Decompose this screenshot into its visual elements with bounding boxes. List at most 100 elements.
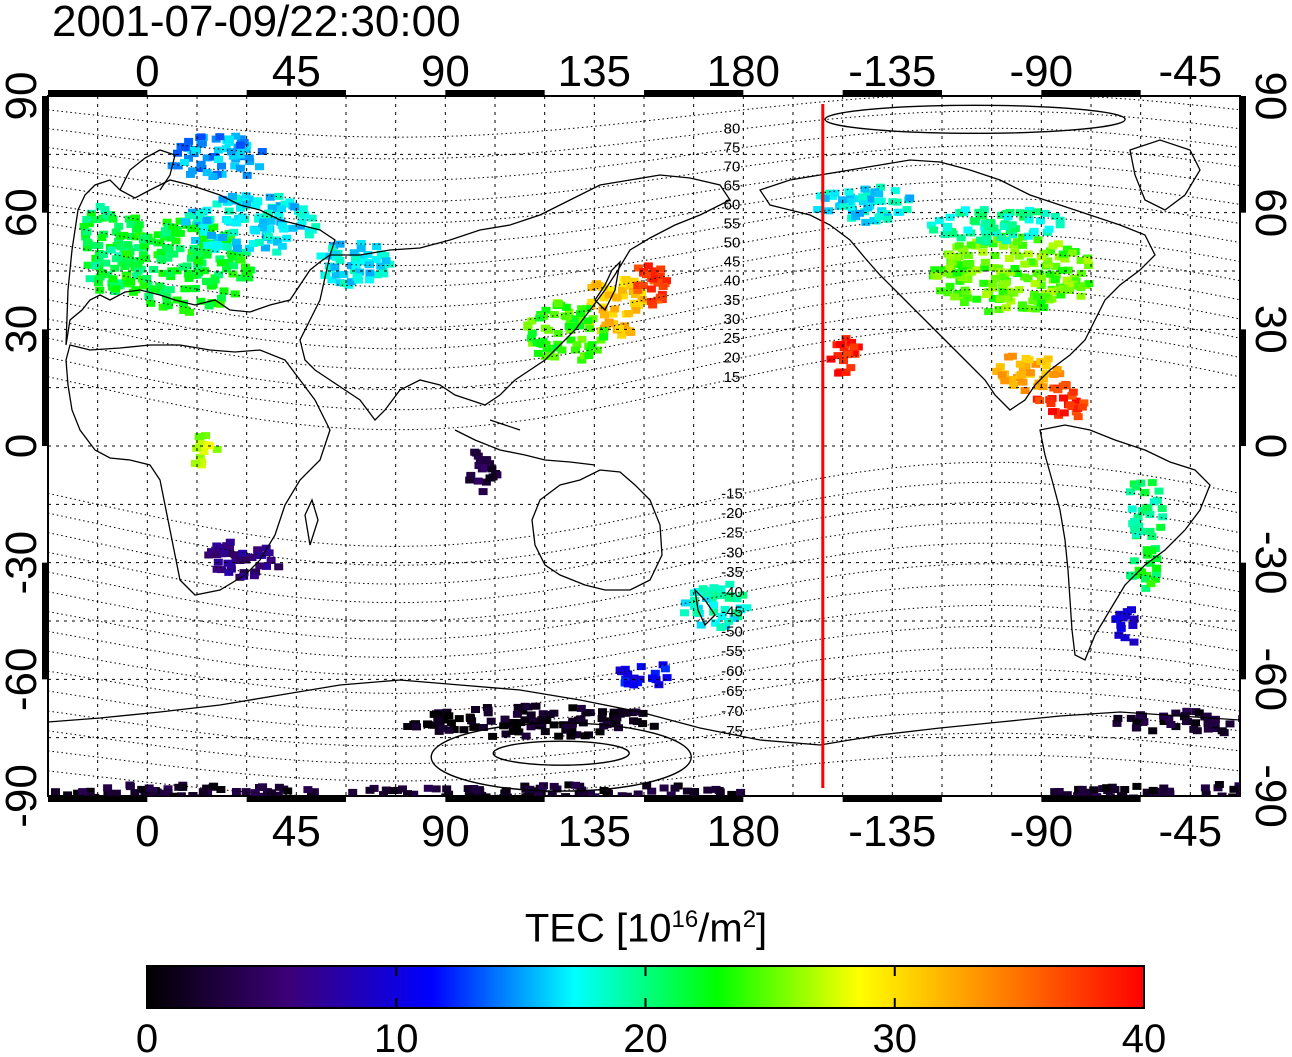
right-lat-label: -30	[1246, 531, 1292, 595]
tec-cell	[204, 302, 214, 310]
maglat-label: 20	[724, 350, 741, 367]
tec-cell	[51, 788, 60, 796]
tec-cell	[146, 299, 156, 307]
tec-cell	[193, 794, 203, 796]
tec-cell	[1077, 785, 1087, 793]
tec-cell	[513, 703, 523, 711]
tec-cell	[1049, 371, 1059, 378]
tec-cell	[339, 270, 349, 278]
tec-cell	[1077, 403, 1087, 411]
tec-cell	[228, 270, 238, 278]
tec-cell	[649, 722, 659, 730]
tec-cell	[212, 241, 222, 249]
tec-cell	[255, 792, 265, 796]
tec-cell	[191, 147, 201, 155]
tec-cell	[225, 135, 234, 143]
tec-cell	[1032, 269, 1042, 277]
top-lon-label: -135	[848, 47, 936, 96]
tec-cell	[574, 316, 584, 323]
tec-cell	[140, 254, 150, 262]
tec-cell	[587, 341, 597, 349]
tec-cell	[1142, 788, 1152, 796]
tec-cell	[335, 257, 345, 264]
tec-cell	[623, 680, 633, 688]
tec-cell	[187, 225, 197, 233]
tec-cell	[1141, 584, 1151, 592]
tec-cell	[1068, 388, 1078, 396]
tec-cell	[930, 266, 940, 274]
tec-cell	[1132, 782, 1142, 790]
axis-bar-left	[42, 329, 48, 446]
tec-cell	[123, 241, 133, 249]
coast-new-zealand	[694, 588, 716, 627]
tec-cell	[659, 784, 669, 792]
tec-cell	[1033, 236, 1043, 244]
tec-cell	[349, 266, 359, 274]
tec-cell	[85, 275, 95, 283]
tec-cell	[1147, 533, 1157, 540]
tec-cell	[717, 592, 727, 600]
tec-cell	[717, 613, 727, 620]
tec-cell	[194, 269, 203, 277]
tec-cell	[631, 299, 640, 307]
tec-cell	[283, 787, 293, 795]
tec-cell	[1058, 250, 1068, 258]
tec-cell	[196, 160, 206, 168]
tec-cell	[1116, 621, 1126, 629]
tec-cell	[346, 262, 356, 270]
tec-cell	[255, 163, 264, 171]
tec-cell	[1071, 397, 1081, 405]
tec-cell	[582, 305, 592, 313]
tec-cell	[212, 445, 222, 453]
tec-cell	[577, 788, 587, 796]
tec-cell	[833, 352, 843, 360]
tec-cell	[638, 720, 648, 728]
tec-cell	[103, 784, 113, 792]
tec-cell	[1146, 580, 1156, 588]
tec-cell	[648, 275, 658, 283]
tec-cell	[436, 711, 446, 719]
tec-cell	[947, 258, 957, 266]
tec-cell	[340, 279, 350, 287]
tec-cell	[244, 266, 254, 274]
axis-bar-top	[246, 90, 346, 96]
tec-cell	[213, 234, 223, 242]
tec-cell	[187, 249, 197, 256]
tec-cell	[1217, 792, 1227, 796]
tec-cell	[208, 173, 218, 180]
tec-cell	[1210, 715, 1220, 723]
tec-cell	[197, 458, 207, 466]
tec-cell	[264, 549, 274, 557]
tec-cell	[231, 238, 241, 246]
tec-cell	[95, 203, 105, 210]
maglat-contour	[48, 501, 1240, 585]
tec-cell	[298, 205, 308, 213]
tec-cell	[537, 716, 547, 724]
top-lon-label: -90	[1010, 47, 1074, 96]
tec-cell	[567, 727, 577, 735]
tec-cell	[959, 247, 969, 255]
tec-cell	[255, 562, 265, 570]
tec-cell	[624, 310, 634, 317]
tec-cell	[1033, 382, 1043, 390]
tec-cell	[567, 323, 577, 331]
tec-cell	[1247, 723, 1256, 730]
tec-cell	[272, 238, 282, 246]
tec-cell	[1019, 213, 1029, 221]
top-lon-label: 180	[707, 47, 780, 96]
tec-cell	[214, 271, 223, 279]
tec-cell	[1054, 286, 1064, 294]
tec-cell	[173, 149, 182, 157]
tec-cell	[991, 229, 1001, 237]
tec-cell	[114, 222, 124, 230]
tec-cell	[996, 234, 1006, 242]
axis-bar-bottom	[48, 796, 148, 802]
maglat-contour	[48, 522, 1240, 604]
tec-cell	[658, 661, 668, 669]
tec-cell	[1076, 269, 1086, 277]
tec-cell	[839, 202, 849, 210]
tec-blob	[120, 217, 256, 316]
tec-cell	[568, 704, 578, 712]
tec-cell	[670, 784, 680, 792]
